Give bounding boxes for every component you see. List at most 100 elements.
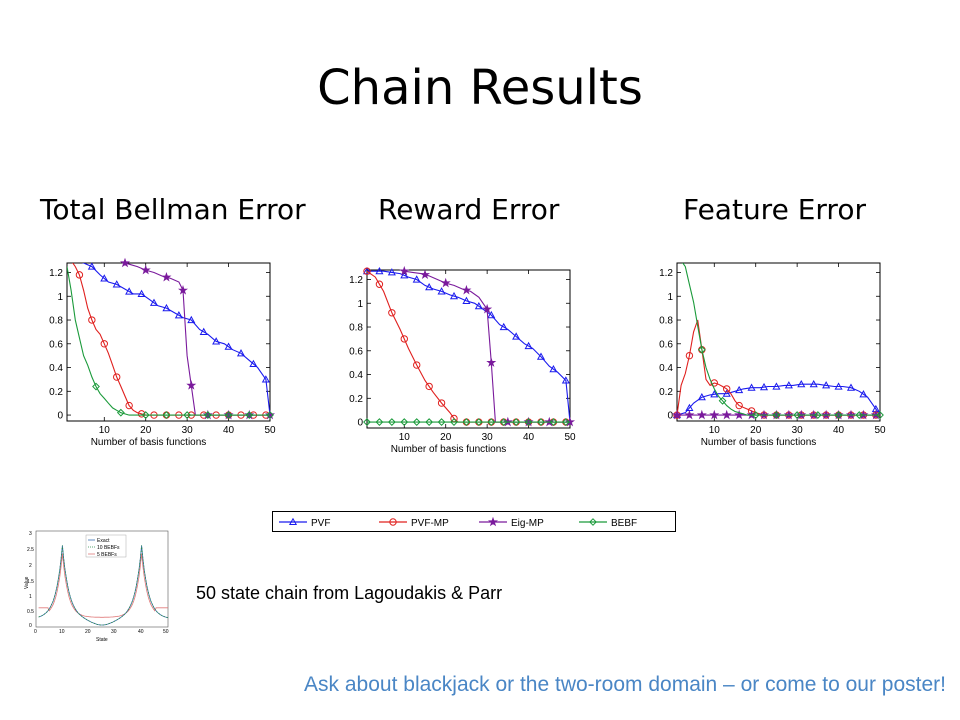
data-point-pvf bbox=[797, 379, 806, 388]
data-point-bebf bbox=[793, 411, 802, 419]
data-point-pvf bbox=[487, 310, 496, 319]
y-tick-label: 0.8 bbox=[349, 323, 363, 334]
data-point-bebf bbox=[183, 411, 192, 419]
legend-item-eig-mp: Eig-MP bbox=[479, 516, 544, 529]
x-tick-label: 10 bbox=[99, 425, 111, 436]
data-point-pvf bbox=[462, 296, 471, 304]
footer-note: Ask about blackjack or the two-room doma… bbox=[304, 673, 946, 696]
y-tick-label: 0.6 bbox=[349, 346, 363, 357]
data-point-pvf bbox=[375, 266, 384, 275]
data-point-bebf bbox=[400, 418, 409, 426]
data-point-pvf bbox=[474, 302, 483, 310]
y-tick-label: 0.8 bbox=[49, 316, 63, 327]
data-point-pvf-mp bbox=[375, 280, 384, 288]
series-line-eig-mp bbox=[123, 263, 270, 416]
data-point-bebf bbox=[224, 411, 233, 419]
data-point-bebf bbox=[462, 418, 471, 426]
data-point-pvf bbox=[212, 337, 221, 345]
data-point-pvf-mp bbox=[100, 340, 108, 348]
chart-feature-error: 10 20 30 40 50 0 0.2 0.4 0.6 0.8 1 1.2 Number of bas… bbox=[659, 262, 886, 448]
markers-eig-mp bbox=[119, 257, 276, 420]
legend-item-pvf-mp: PVF-MP bbox=[379, 518, 449, 529]
legend-item-bebf: BEBF bbox=[579, 518, 637, 529]
markers-bebf bbox=[92, 382, 274, 419]
data-point-eig-mp bbox=[709, 409, 720, 420]
series-bebf bbox=[67, 266, 270, 416]
data-point-pvf bbox=[524, 341, 533, 350]
legend-marker-bebf bbox=[589, 518, 597, 526]
x-tick-label: 40 bbox=[833, 425, 845, 436]
data-point-pvf-mp bbox=[735, 401, 743, 410]
data-point-bebf bbox=[162, 411, 171, 419]
markers-bebf bbox=[697, 345, 884, 419]
x-tick-label: 20 bbox=[440, 432, 452, 443]
series-line-pvf-mp bbox=[367, 270, 570, 423]
data-point-pvf bbox=[149, 298, 159, 306]
data-point-bebf bbox=[772, 411, 781, 419]
data-point-pvf bbox=[387, 268, 396, 276]
inset-xtick: 30 bbox=[111, 629, 117, 635]
series-line-eig-mp bbox=[404, 270, 570, 423]
data-point-bebf bbox=[876, 411, 884, 419]
markers-pvf bbox=[362, 266, 570, 384]
inset-tick-labels: 0 10 20 30 40 50 0 0.5 1 1.5 2 2.5 3 bbox=[27, 531, 169, 635]
data-point-pvf bbox=[499, 322, 508, 331]
data-point-pvf-mp bbox=[388, 309, 396, 317]
data-point-pvf-mp bbox=[437, 399, 446, 407]
data-point-bebf bbox=[512, 418, 521, 426]
inset-curves bbox=[38, 545, 169, 626]
inset-ytick: 2 bbox=[29, 563, 32, 569]
data-point-eig-mp bbox=[140, 264, 151, 275]
data-point-bebf bbox=[387, 418, 396, 426]
data-point-pvf bbox=[512, 332, 521, 340]
x-axis-label: Number of basis functions bbox=[701, 437, 817, 448]
inset-axes bbox=[35, 530, 169, 628]
panel-title-total-bellman-error: Total Bellman Error bbox=[40, 193, 306, 226]
x-tick-label: 30 bbox=[182, 425, 194, 436]
x-tick-label: 40 bbox=[223, 425, 235, 436]
plot-frame bbox=[366, 269, 571, 429]
y-tick-label: 1.2 bbox=[659, 268, 673, 279]
data-point-pvf bbox=[249, 359, 258, 368]
data-point-bebf bbox=[266, 411, 274, 419]
x-tick-label: 50 bbox=[874, 425, 886, 436]
data-point-pvf bbox=[710, 390, 719, 398]
data-point-pvf bbox=[400, 271, 409, 279]
data-point-bebf bbox=[203, 411, 212, 419]
data-point-bebf bbox=[561, 418, 570, 426]
series-eig-mp bbox=[123, 263, 270, 416]
legend-label-bebf: BEBF bbox=[611, 518, 637, 529]
data-point-pvf bbox=[199, 327, 208, 335]
data-point-pvf bbox=[162, 303, 171, 312]
series-pvf bbox=[81, 263, 270, 416]
inset-xtick: 10 bbox=[59, 629, 65, 635]
data-point-eig-mp bbox=[119, 257, 131, 268]
data-point-pvf bbox=[784, 381, 793, 389]
data-point-bebf bbox=[474, 418, 483, 426]
x-tick-label: 30 bbox=[792, 425, 804, 436]
legend-marker-pvf-mp bbox=[389, 518, 397, 526]
inset-xlabel: State bbox=[96, 637, 108, 643]
data-point-pvf bbox=[261, 375, 270, 383]
caption: 50 state chain from Lagoudakis & Parr bbox=[196, 583, 503, 603]
y-tick-label: 1.2 bbox=[49, 268, 63, 279]
x-axis-label: Number of basis functions bbox=[391, 444, 507, 455]
data-point-pvf bbox=[87, 262, 96, 270]
series-pvf-mp bbox=[72, 263, 270, 416]
data-point-pvf-mp bbox=[125, 401, 133, 410]
y-tick-label: 1.2 bbox=[349, 275, 363, 286]
data-point-eig-mp bbox=[440, 277, 451, 288]
data-point-bebf bbox=[412, 418, 421, 426]
inset-legend-10: 10 BEBFs bbox=[97, 545, 120, 551]
inset-ytick: 1.5 bbox=[27, 579, 34, 585]
data-point-bebf bbox=[813, 411, 822, 419]
data-point-pvf bbox=[125, 287, 134, 295]
data-point-pvf bbox=[549, 364, 558, 373]
data-point-pvf bbox=[187, 315, 196, 324]
plot-frame bbox=[676, 262, 881, 422]
data-point-pvf-mp bbox=[137, 410, 146, 418]
data-point-bebf bbox=[537, 418, 545, 426]
series-bebf bbox=[682, 263, 880, 416]
data-point-bebf bbox=[697, 345, 706, 354]
inset-legend-exact: Exact bbox=[97, 538, 110, 544]
